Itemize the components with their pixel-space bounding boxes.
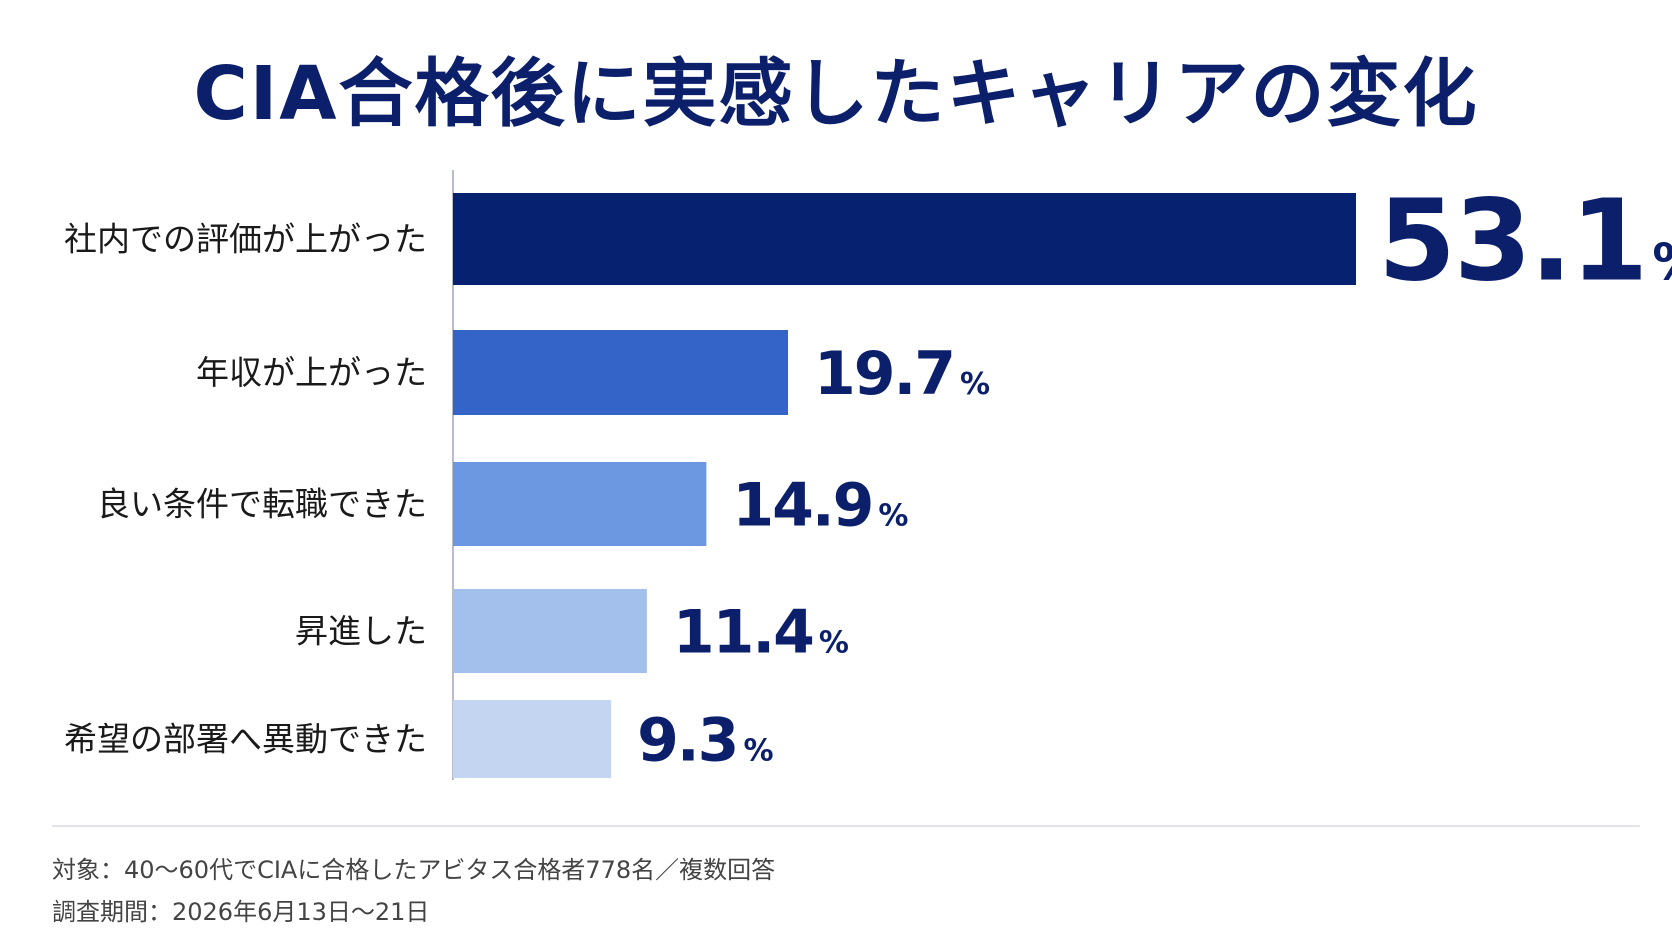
value-unit: %	[819, 626, 849, 661]
category-label: 希望の部署へ異動できた	[64, 720, 427, 759]
value-label: 11.4%	[673, 598, 849, 668]
survey-target-note: 対象：40〜60代でCIAに合格したアビタス合格者778名／複数回答	[52, 856, 776, 884]
value-number: 19.7	[814, 339, 954, 409]
category-label: 昇進した	[295, 612, 427, 651]
value-unit: %	[1652, 233, 1672, 291]
footer-divider	[52, 825, 1640, 827]
bar	[453, 193, 1356, 285]
value-number: 9.3	[637, 706, 737, 776]
value-unit: %	[878, 499, 908, 534]
value-label: 19.7%	[814, 339, 990, 409]
bar	[453, 700, 612, 778]
category-label: 良い条件で転職できた	[97, 485, 427, 524]
value-label: 9.3%	[637, 706, 773, 776]
bar-chart: 社内での評価が上がった 53.1% 年収が上がった 19.7% 良い条件で転職できた 14…	[64, 170, 1672, 780]
value-label: 14.9%	[732, 471, 908, 541]
value-unit: %	[960, 367, 990, 402]
bars-layer: 社内での評価が上がった 53.1% 年収が上がった 19.7% 良い条件で転職できた 14…	[64, 176, 1672, 778]
bar	[453, 589, 647, 673]
category-label: 社内での評価が上がった	[64, 220, 427, 259]
bar	[453, 330, 789, 415]
value-number: 14.9	[732, 471, 872, 541]
chart-title: CIA合格後に実感したキャリアの変化	[193, 51, 1479, 137]
value-number: 11.4	[673, 598, 813, 668]
value-number: 53.1	[1378, 176, 1646, 306]
bar	[453, 462, 707, 546]
survey-period-note: 調査期間：2026年6月13日〜21日	[52, 898, 430, 926]
value-unit: %	[743, 734, 773, 769]
value-label: 53.1%	[1378, 176, 1672, 306]
category-label: 年収が上がった	[196, 353, 427, 392]
